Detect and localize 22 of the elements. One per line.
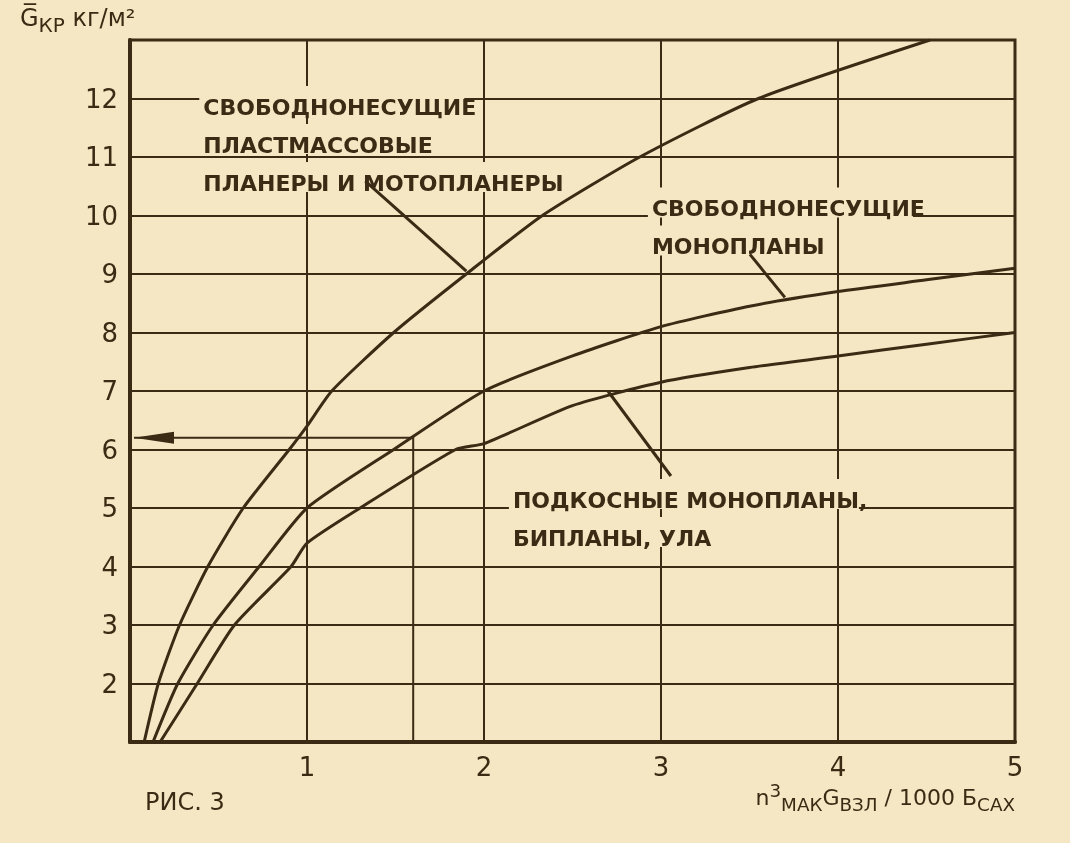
y-tick-label: 10 xyxy=(84,200,118,231)
x-axis-title: n$^{3}$$_{МАК}$G$_{ВЗЛ}$ / 1000 Б$_{САХ}$ xyxy=(755,780,1015,815)
y-tick-label: 9 xyxy=(101,259,118,289)
y-tick-label: 7 xyxy=(101,376,118,406)
y-tick-label: 2 xyxy=(101,668,118,699)
annotation: ПОДКОСНЫЕ МОНОПЛАНЫ, БИПЛАНЫ, УЛА xyxy=(512,487,868,551)
x-tick-label: 5 xyxy=(1006,752,1024,782)
x-tick-label: 4 xyxy=(829,752,847,782)
y-tick-label: 3 xyxy=(101,610,118,640)
x-tick-label: 3 xyxy=(652,752,670,782)
y-tick-label: 4 xyxy=(101,551,118,582)
y-tick-label: 6 xyxy=(101,434,118,465)
y-tick-label: 5 xyxy=(101,493,118,523)
y-axis-title: G̅$_{КР}$ кг/м² xyxy=(20,4,136,37)
annotation: СВОБОДНОНЕСУЩИЕ МОНОПЛАНЫ xyxy=(651,195,925,259)
text: РИС. 3 xyxy=(145,788,225,816)
y-tick-label: 11 xyxy=(84,142,118,172)
annotation: СВОБОДНОНЕСУЩИЕ ПЛАСТМАССОВЫЕ ПЛАНЕРЫ И МОТОПЛАНЕРЫ xyxy=(203,94,564,196)
x-tick-label: 1 xyxy=(298,752,316,782)
y-tick-label: 8 xyxy=(101,317,118,348)
x-tick-label: 2 xyxy=(475,752,493,782)
y-tick-label: 12 xyxy=(84,83,118,114)
